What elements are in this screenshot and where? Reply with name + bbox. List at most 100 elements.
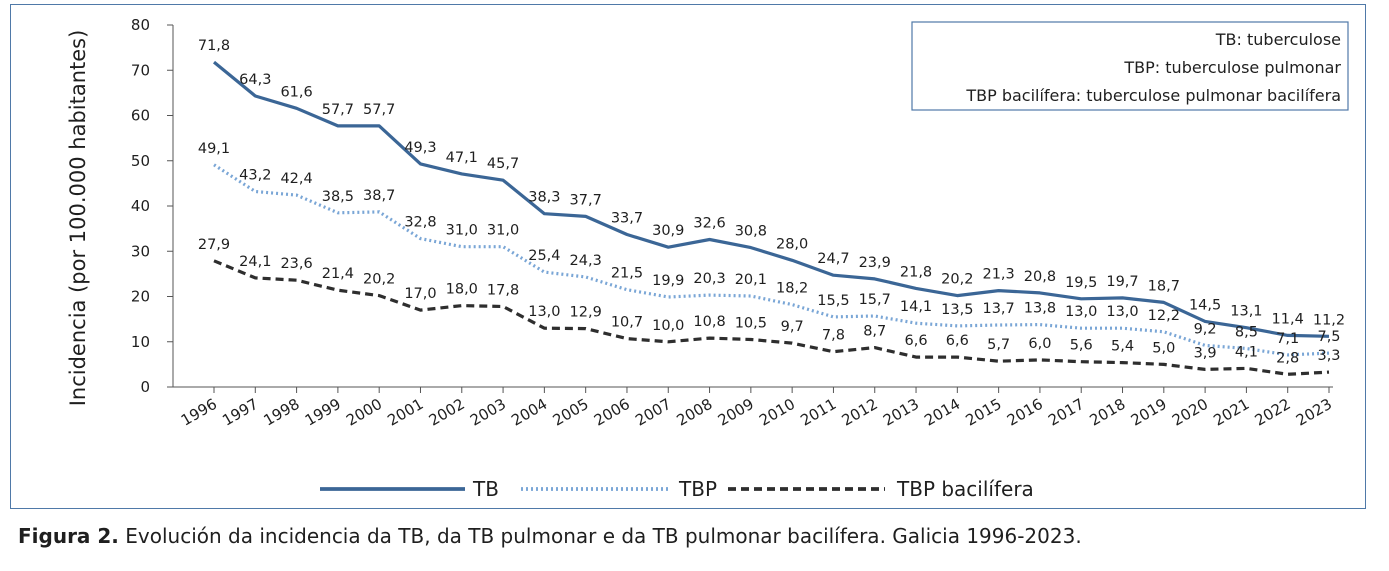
data-label-tbp: 43,2 — [239, 168, 271, 184]
y-tick-label: 30 — [131, 242, 150, 260]
y-tick-label: 70 — [131, 61, 150, 79]
x-tick-label: 2016 — [1004, 395, 1046, 430]
data-label-tbp-bacil-fera: 9,7 — [781, 319, 804, 335]
data-label-tb: 38,3 — [528, 190, 560, 206]
data-label-tbp-bacil-fera: 3,3 — [1317, 348, 1340, 364]
data-label-tb: 11,4 — [1272, 311, 1304, 327]
data-label-tb: 20,8 — [1024, 269, 1056, 285]
x-tick-label: 2005 — [550, 395, 592, 430]
x-tick-label: 2020 — [1169, 395, 1211, 430]
x-tick-label: 2001 — [384, 395, 426, 430]
data-label-tb: 32,6 — [693, 215, 725, 231]
x-tick-label: 2003 — [467, 395, 509, 430]
data-label-tbp: 31,0 — [446, 223, 478, 239]
data-label-tb: 19,7 — [1106, 274, 1138, 290]
data-label-tbp: 13,7 — [982, 301, 1014, 317]
legend-label: TB — [472, 477, 499, 501]
x-tick-label: 2000 — [343, 395, 385, 430]
data-label-tbp-bacil-fera: 5,0 — [1152, 340, 1175, 356]
data-label-tb: 13,1 — [1230, 304, 1262, 320]
data-label-tbp: 13,0 — [1106, 304, 1138, 320]
data-label-tb: 30,8 — [735, 224, 767, 240]
x-tick-label: 1997 — [219, 395, 261, 430]
data-label-tbp-bacil-fera: 23,6 — [280, 256, 312, 272]
data-label-tbp-bacil-fera: 17,0 — [404, 286, 436, 302]
data-label-tb: 18,7 — [1148, 278, 1180, 294]
data-label-tbp-bacil-fera: 6,6 — [946, 333, 969, 349]
y-tick-label: 60 — [131, 107, 150, 125]
data-label-tbp-bacil-fera: 5,4 — [1111, 339, 1134, 355]
y-tick-label: 20 — [131, 288, 150, 306]
x-tick-label: 2002 — [426, 395, 468, 430]
data-label-tbp: 15,5 — [817, 293, 849, 309]
x-tick-label: 2011 — [797, 395, 839, 430]
data-label-tbp: 21,5 — [611, 266, 643, 282]
x-tick-label: 2007 — [632, 395, 674, 430]
data-label-tbp: 9,2 — [1194, 321, 1217, 337]
data-label-tb: 23,9 — [859, 255, 891, 271]
data-label-tb: 49,3 — [404, 140, 436, 156]
y-tick-label: 40 — [131, 197, 150, 215]
data-label-tb: 64,3 — [239, 72, 271, 88]
x-tick-label: 2006 — [591, 395, 633, 430]
data-label-tb: 57,7 — [322, 102, 354, 118]
data-label-tb: 28,0 — [776, 236, 808, 252]
x-tick-label: 2012 — [839, 395, 881, 430]
x-tick-label: 2004 — [508, 395, 550, 430]
data-label-tbp-bacil-fera: 3,9 — [1194, 345, 1217, 361]
series-line-tb — [212, 60, 1330, 338]
x-tick-label: 2014 — [921, 395, 963, 430]
definition-text: TBP bacilífera: tuberculose pulmonar bac… — [965, 86, 1341, 105]
data-label-tb: 57,7 — [363, 102, 395, 118]
data-label-tb: 21,8 — [900, 264, 932, 280]
data-label-tbp: 13,5 — [941, 302, 973, 318]
data-label-tbp-bacil-fera: 8,7 — [863, 324, 886, 340]
data-label-tbp: 15,7 — [859, 292, 891, 308]
caption-text: Evolución da incidencia da TB, da TB pul… — [118, 524, 1082, 548]
data-label-tb: 21,3 — [982, 267, 1014, 283]
data-label-tbp-bacil-fera: 10,5 — [735, 315, 767, 331]
data-label-tbp-bacil-fera: 21,4 — [322, 266, 354, 282]
caption-label: Figura 2. — [18, 524, 119, 548]
y-tick-label: 0 — [140, 378, 150, 396]
x-tick-label: 2017 — [1045, 395, 1087, 430]
line-chart: 0 10 20 30 40 50 60 70 80 Incidencia (por 100.000… — [66, 16, 1349, 501]
data-label-tb: 45,7 — [487, 156, 519, 172]
figure-caption: Figura 2. Evolución da incidencia da TB,… — [18, 524, 1082, 548]
data-label-tb: 33,7 — [611, 211, 643, 227]
data-label-tbp: 7,5 — [1317, 329, 1340, 345]
data-label-tbp: 38,5 — [322, 189, 354, 205]
data-label-tbp-bacil-fera: 10,7 — [611, 315, 643, 331]
data-label-tbp-bacil-fera: 5,7 — [987, 337, 1010, 353]
data-label-tbp-bacil-fera: 18,0 — [446, 282, 478, 298]
series-line-tbp-bacil-fera — [213, 259, 1330, 376]
x-tick-label: 2009 — [715, 395, 757, 430]
x-tick-label: 2022 — [1252, 395, 1294, 430]
x-tick-label: 2018 — [1086, 395, 1128, 430]
data-label-tbp: 42,4 — [280, 171, 312, 187]
x-tick-label: 2019 — [1128, 395, 1170, 430]
data-label-tbp-bacil-fera: 7,8 — [822, 328, 845, 344]
data-label-tbp: 19,9 — [652, 273, 684, 289]
definition-text: TB: tuberculose — [1215, 30, 1341, 49]
y-tick-label: 10 — [131, 333, 150, 351]
data-label-tbp-bacil-fera: 10,8 — [693, 314, 725, 330]
data-label-tbp: 13,8 — [1024, 301, 1056, 317]
data-label-tb: 19,5 — [1065, 275, 1097, 291]
data-label-tbp: 20,1 — [735, 272, 767, 288]
data-label-tbp: 13,0 — [1065, 304, 1097, 320]
legend-label: TBP — [678, 477, 717, 501]
data-label-tbp-bacil-fera: 6,6 — [905, 333, 928, 349]
data-label-tbp-bacil-fera: 13,0 — [528, 304, 560, 320]
data-label-tb: 14,5 — [1189, 297, 1221, 313]
data-label-tb: 24,7 — [817, 251, 849, 267]
data-label-tb: 11,2 — [1313, 312, 1345, 328]
data-label-tbp: 49,1 — [198, 141, 230, 157]
y-tick-label: 80 — [131, 16, 150, 34]
data-label-tbp: 38,7 — [363, 188, 395, 204]
series-line-tbp — [213, 163, 1330, 357]
x-tick-label: 2015 — [963, 395, 1005, 430]
x-tick-label: 2023 — [1293, 395, 1335, 430]
x-tick-label: 2008 — [673, 395, 715, 430]
data-label-tbp-bacil-fera: 5,6 — [1070, 338, 1093, 354]
